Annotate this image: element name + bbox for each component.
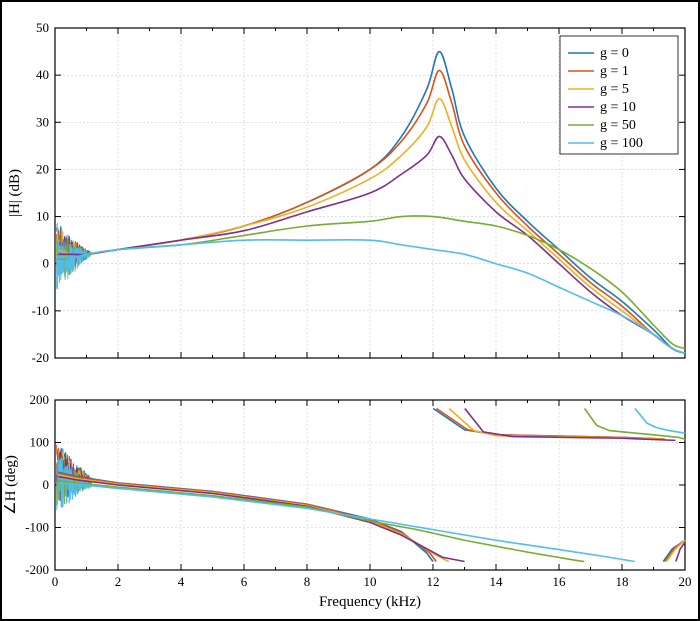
ylabel-bottom: ∠H (deg)	[3, 455, 19, 515]
ytick-label: 40	[36, 67, 49, 82]
ytick-label: -100	[25, 520, 49, 535]
ytick-label: 0	[43, 477, 50, 492]
ytick-label: 100	[30, 435, 50, 450]
legend: g = 0 g = 1 g = 5 g = 10 g = 50 g = 100	[560, 36, 678, 154]
ylabel-top: |H| (dB)	[7, 169, 23, 217]
series-g100-magnitude	[58, 240, 685, 353]
ytick-label: 20	[36, 161, 49, 176]
legend-label-g0: g = 0	[600, 46, 629, 61]
ytick-label: -20	[32, 350, 49, 365]
noise-overlay	[57, 240, 93, 289]
xtick-label: 16	[553, 574, 567, 589]
xtick-label: 0	[52, 574, 59, 589]
ytick-label: 50	[36, 20, 49, 35]
xtick-label: 8	[304, 574, 311, 589]
figure: -20-1001020304050|H| (dB)-200-1000100200…	[0, 0, 700, 621]
ytick-label: -10	[32, 303, 49, 318]
legend-label-g100: g = 100	[600, 136, 643, 151]
xlabel: Frequency (kHz)	[319, 594, 421, 610]
legend-label-g5: g = 5	[600, 82, 629, 97]
xtick-label: 4	[178, 574, 185, 589]
ytick-label: -200	[25, 562, 49, 577]
xtick-label: 20	[679, 574, 692, 589]
xtick-label: 12	[427, 574, 440, 589]
ytick-label: 10	[36, 209, 49, 224]
xtick-label: 6	[241, 574, 248, 589]
panel-bottom: -200 -100 0 100 200 0 2 4 6 8 10 12 14 16 18 20 ∠H (deg)…	[3, 392, 692, 610]
xtick-label: 14	[490, 574, 504, 589]
ytick-label: 0	[43, 256, 50, 271]
xtick-label: 10	[364, 574, 377, 589]
xtick-label: 2	[115, 574, 122, 589]
ytick-label: 30	[36, 114, 49, 129]
xtick-label: 18	[616, 574, 629, 589]
ytick-label: 200	[30, 392, 50, 407]
legend-label-g50: g = 50	[600, 118, 636, 133]
legend-label-g10: g = 10	[600, 100, 636, 115]
legend-label-g1: g = 1	[600, 64, 629, 79]
